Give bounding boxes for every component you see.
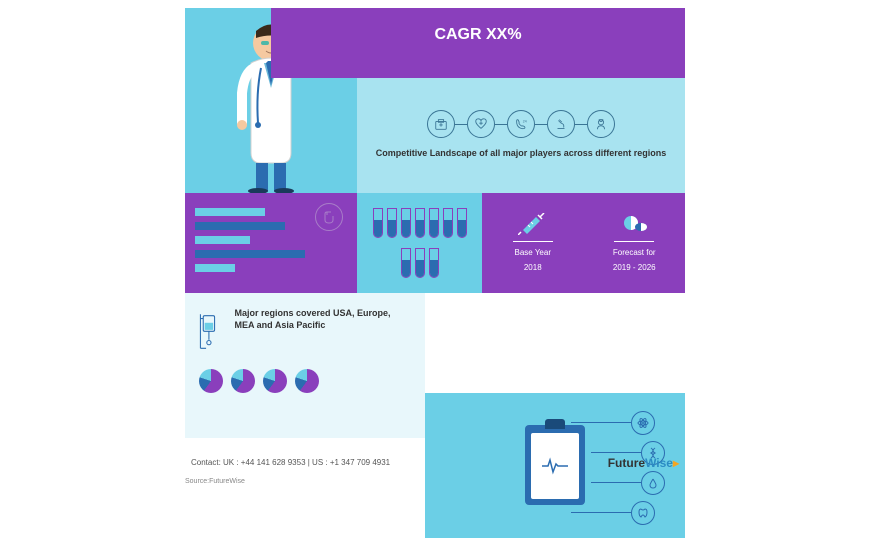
tubes-panel xyxy=(357,193,482,293)
footer: Contact: UK : +44 141 628 9353 | US : +1… xyxy=(185,446,685,480)
pie-chart xyxy=(231,369,255,393)
syringe-icon xyxy=(518,213,548,235)
base-year-value: 2018 xyxy=(524,263,542,272)
atom-icon xyxy=(631,411,655,435)
pharmacy-icon xyxy=(315,203,343,231)
pie-chart xyxy=(199,369,223,393)
pie-chart xyxy=(263,369,287,393)
regions-text: Major regions covered USA, Europe, MEA a… xyxy=(234,307,411,332)
heart-plus-icon xyxy=(467,110,495,138)
forecast-panel: Base Year 2018 Forecast for 2019 - 2026 xyxy=(482,193,685,293)
icon-row: 24 xyxy=(427,110,615,138)
test-tube xyxy=(415,208,425,238)
nurse-icon xyxy=(587,110,615,138)
pills-icon xyxy=(619,213,649,235)
bar xyxy=(195,250,305,258)
forecast-label: Forecast for xyxy=(613,248,656,257)
test-tube xyxy=(443,208,453,238)
infographic-container: CAGR XX% 24 Competitive Landscape of all… xyxy=(185,8,685,508)
test-tube xyxy=(429,208,439,238)
svg-text:24: 24 xyxy=(523,119,527,123)
competitive-text: Competitive Landscape of all major playe… xyxy=(376,148,667,160)
bar xyxy=(195,236,250,244)
microscope-icon xyxy=(547,110,575,138)
forecast-col: Forecast for 2019 - 2026 xyxy=(584,193,686,293)
regions-panel: Major regions covered USA, Europe, MEA a… xyxy=(185,293,425,438)
test-tube xyxy=(415,248,425,278)
tooth-icon xyxy=(631,501,655,525)
source-text: Source:FutureWise xyxy=(185,478,245,485)
phone-24-icon: 24 xyxy=(507,110,535,138)
base-year-col: Base Year 2018 xyxy=(482,193,584,293)
test-tube xyxy=(401,248,411,278)
barchart-panel xyxy=(185,193,357,293)
cagr-title: CAGR XX% xyxy=(434,26,521,44)
medical-kit-icon xyxy=(427,110,455,138)
futurewise-logo: FutureWise▸ xyxy=(608,456,679,470)
test-tube xyxy=(387,208,397,238)
pie-row xyxy=(199,369,411,393)
bar xyxy=(195,264,235,272)
bar xyxy=(195,222,285,230)
base-year-label: Base Year xyxy=(515,248,551,257)
test-tube xyxy=(457,208,467,238)
forecast-value: 2019 - 2026 xyxy=(613,263,656,272)
test-tube xyxy=(429,248,439,278)
contact-text: Contact: UK : +44 141 628 9353 | US : +1… xyxy=(191,458,390,467)
bar xyxy=(195,208,265,216)
test-tube xyxy=(401,208,411,238)
header-panel: CAGR XX% xyxy=(271,8,685,78)
iv-drip-icon xyxy=(199,307,224,357)
competitive-panel: 24 Competitive Landscape of all major pl… xyxy=(357,78,685,193)
pie-chart xyxy=(295,369,319,393)
test-tube xyxy=(373,208,383,238)
